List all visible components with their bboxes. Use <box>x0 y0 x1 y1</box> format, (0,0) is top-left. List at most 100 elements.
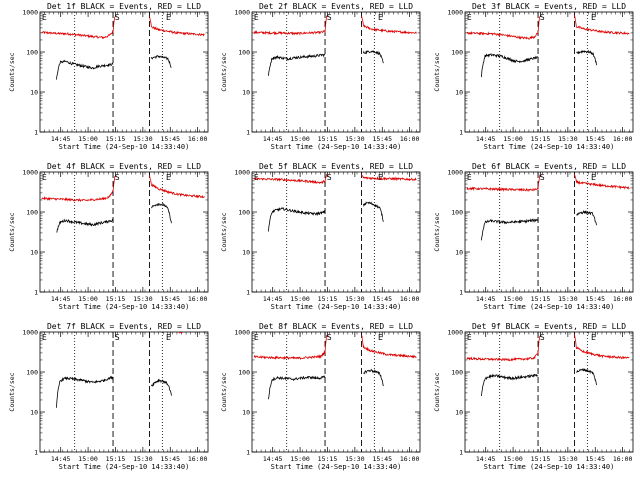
x-tick-label: 16:00 <box>613 295 633 303</box>
y-tick-label: 1 <box>34 288 38 296</box>
x-tick-label: 15:45 <box>585 295 605 303</box>
x-tick-label: 15:15 <box>531 135 551 143</box>
y-axis-label: Counts/sec <box>220 52 228 91</box>
y-tick-label: 100 <box>451 48 463 56</box>
x-tick-label: 15:45 <box>585 135 605 143</box>
y-tick-label: 100 <box>26 368 38 376</box>
panel-title: Det 2f BLACK = Events, RED = LLD <box>259 2 413 11</box>
x-tick-label: 15:15 <box>531 455 551 463</box>
y-tick-label: 1000 <box>447 168 463 176</box>
y-tick-label: 1 <box>34 448 38 456</box>
plot-frame <box>39 171 209 293</box>
y-tick-label: 100 <box>451 368 463 376</box>
panel-title: Det 7f BLACK = Events, RED = LLD <box>47 322 201 331</box>
y-tick-label: 1 <box>459 448 463 456</box>
detector-panel: Det 2f BLACK = Events, RED = LLD 1 10 100 10… <box>220 2 421 151</box>
y-axis-label: Counts/sec <box>8 52 16 91</box>
plot-frame <box>39 331 209 453</box>
x-tick-label: 16:00 <box>188 295 208 303</box>
eclipse-marker: E <box>166 173 171 182</box>
y-tick-label: 1 <box>34 128 38 136</box>
y-tick-label: 1 <box>459 288 463 296</box>
plot-frame <box>464 11 634 133</box>
x-tick-label: 16:00 <box>188 455 208 463</box>
x-tick-label: 15:00 <box>290 455 310 463</box>
events-series-line <box>268 201 384 232</box>
panel-title: Det 1f BLACK = Events, RED = LLD <box>47 2 201 11</box>
x-tick-label: 15:45 <box>160 295 180 303</box>
eclipse-marker: E <box>42 173 47 182</box>
eclipse-marker: E <box>166 13 171 22</box>
lld-series-line <box>179 332 183 334</box>
x-tick-label: 15:30 <box>558 135 578 143</box>
x-tick-label: 15:15 <box>106 295 126 303</box>
detector-panel: Det 4f BLACK = Events, RED = LLD 1 10 100 10… <box>8 162 209 311</box>
detector-panel: Det 9f BLACK = Events, RED = LLD 1 10 100 10… <box>433 322 634 471</box>
eclipse-marker: E <box>591 13 596 22</box>
x-axis-label: Start Time (24-Sep-10 14:33:40) <box>484 143 615 151</box>
y-tick-label: 1000 <box>22 8 38 16</box>
plot-frame <box>251 331 421 453</box>
y-axis-label: Counts/sec <box>8 212 16 251</box>
panel-title: Det 9f BLACK = Events, RED = LLD <box>472 322 626 331</box>
x-tick-label: 14:45 <box>263 295 283 303</box>
events-series-line <box>56 54 172 80</box>
events-series-line <box>268 49 384 76</box>
x-tick-label: 15:30 <box>558 295 578 303</box>
y-axis-label: Counts/sec <box>8 372 16 411</box>
saa-marker: S <box>540 173 545 182</box>
x-tick-label: 15:00 <box>503 295 523 303</box>
panel-title: Det 3f BLACK = Events, RED = LLD <box>472 2 626 11</box>
eclipse-marker: E <box>378 13 383 22</box>
y-tick-label: 10 <box>455 248 463 256</box>
eclipse-marker: E <box>378 173 383 182</box>
saa-marker: S <box>115 13 120 22</box>
x-tick-label: 16:00 <box>613 455 633 463</box>
eclipse-marker: E <box>378 333 383 342</box>
y-tick-label: 1000 <box>22 168 38 176</box>
y-tick-label: 1000 <box>234 328 250 336</box>
y-tick-label: 1000 <box>234 168 250 176</box>
eclipse-marker: E <box>166 333 171 342</box>
y-axis-label: Counts/sec <box>433 52 441 91</box>
panel-title: Det 5f BLACK = Events, RED = LLD <box>259 162 413 171</box>
lld-series-line <box>41 175 205 203</box>
x-tick-label: 15:00 <box>78 455 98 463</box>
y-tick-label: 10 <box>242 408 250 416</box>
x-tick-label: 15:00 <box>78 135 98 143</box>
eclipse-marker: E <box>591 173 596 182</box>
y-tick-label: 10 <box>30 248 38 256</box>
x-tick-label: 15:30 <box>345 135 365 143</box>
x-tick-label: 15:15 <box>531 295 551 303</box>
x-tick-label: 15:15 <box>106 135 126 143</box>
y-tick-label: 1000 <box>447 328 463 336</box>
eclipse-marker: E <box>42 333 47 342</box>
y-tick-label: 100 <box>26 48 38 56</box>
saa-marker: S <box>540 13 545 22</box>
events-series-line <box>56 375 172 408</box>
y-tick-label: 1000 <box>22 328 38 336</box>
x-tick-label: 15:30 <box>558 455 578 463</box>
y-axis-label: Counts/sec <box>220 212 228 251</box>
x-tick-label: 15:30 <box>133 455 153 463</box>
y-tick-label: 10 <box>30 88 38 96</box>
x-axis-label: Start Time (24-Sep-10 14:33:40) <box>484 303 615 311</box>
y-tick-label: 1 <box>246 448 250 456</box>
x-tick-label: 15:00 <box>503 455 523 463</box>
y-tick-label: 100 <box>451 208 463 216</box>
x-axis-label: Start Time (24-Sep-10 14:33:40) <box>59 303 190 311</box>
y-tick-label: 100 <box>26 208 38 216</box>
y-tick-label: 10 <box>242 88 250 96</box>
saa-marker: S <box>115 173 120 182</box>
x-tick-label: 15:45 <box>160 455 180 463</box>
eclipse-marker: E <box>591 333 596 342</box>
lld-series-line <box>41 16 205 40</box>
x-tick-label: 14:45 <box>476 135 496 143</box>
x-tick-label: 15:30 <box>345 455 365 463</box>
plot-frame <box>464 171 634 293</box>
panel-title: Det 8f BLACK = Events, RED = LLD <box>259 322 413 331</box>
detector-panel: Det 7f BLACK = Events, RED = LLD 1 10 100 10… <box>8 322 209 471</box>
x-axis-label: Start Time (24-Sep-10 14:33:40) <box>484 463 615 471</box>
x-tick-label: 14:45 <box>51 295 71 303</box>
